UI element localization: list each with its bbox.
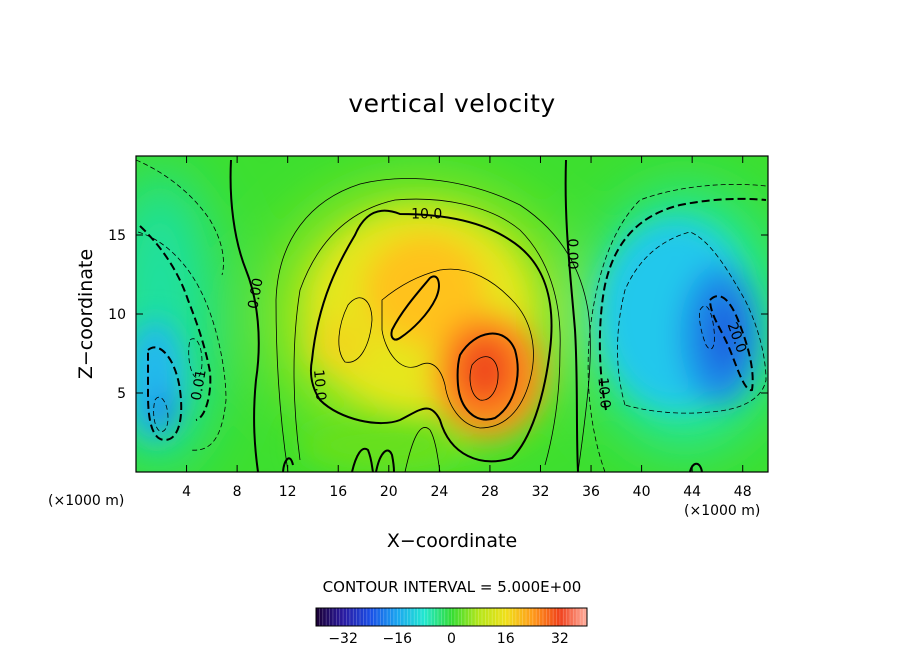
y-axis-ticks: 5 10 15 [108,228,768,402]
x-axis-ticks: 4 8 12 16 20 24 28 32 36 40 44 48 [182,156,752,500]
colorbar-tick-label: 0 [447,631,456,647]
x-axis-label: X−coordinate [387,530,517,552]
contour-label: 0.01 [189,368,210,401]
contour-label: 10.0 [594,377,613,409]
colorbar-gradient [316,608,587,626]
x-tick-label: 20 [380,484,398,500]
x-tick-label: 48 [734,484,752,500]
x-tick-label: 32 [532,484,550,500]
x-tick-label: 28 [481,484,499,500]
colorbar-ticks: −32 −16 0 16 32 [328,631,568,647]
contour-label: 10.0 [411,206,442,222]
x-axis-unit-left: (×1000 m) [48,493,124,509]
x-axis-unit-right: (×1000 m) [684,503,760,519]
contour-label: 0.00 [564,238,580,269]
colorbar: −32 −16 0 16 32 [315,607,588,647]
chart-title: vertical velocity [348,89,555,118]
field-cores [136,210,760,470]
x-tick-label: 24 [430,484,448,500]
colorbar-tick-label: 32 [551,631,569,647]
contour-label: 10.0 [310,369,329,401]
x-tick-label: 16 [329,484,347,500]
colorbar-frame [315,607,588,627]
x-tick-label: 4 [182,484,191,500]
x-tick-label: 36 [582,484,600,500]
contour-label: 0.00 [245,277,266,310]
x-tick-label: 12 [279,484,297,500]
contour-interval-label: CONTOUR INTERVAL = 5.000E+00 [323,578,582,596]
y-tick-label: 10 [108,307,126,323]
y-tick-label: 15 [108,228,126,244]
colorbar-tick-label: −32 [328,631,358,647]
x-tick-label: 40 [633,484,651,500]
contour-lines [136,159,767,472]
y-axis-label: Z−coordinate [75,249,97,379]
colorbar-stripes [315,608,588,626]
y-tick-label: 5 [117,386,126,402]
colorbar-tick-label: 16 [497,631,515,647]
x-tick-label: 8 [233,484,242,500]
x-tick-label: 44 [683,484,701,500]
colorbar-tick-label: −16 [383,631,413,647]
